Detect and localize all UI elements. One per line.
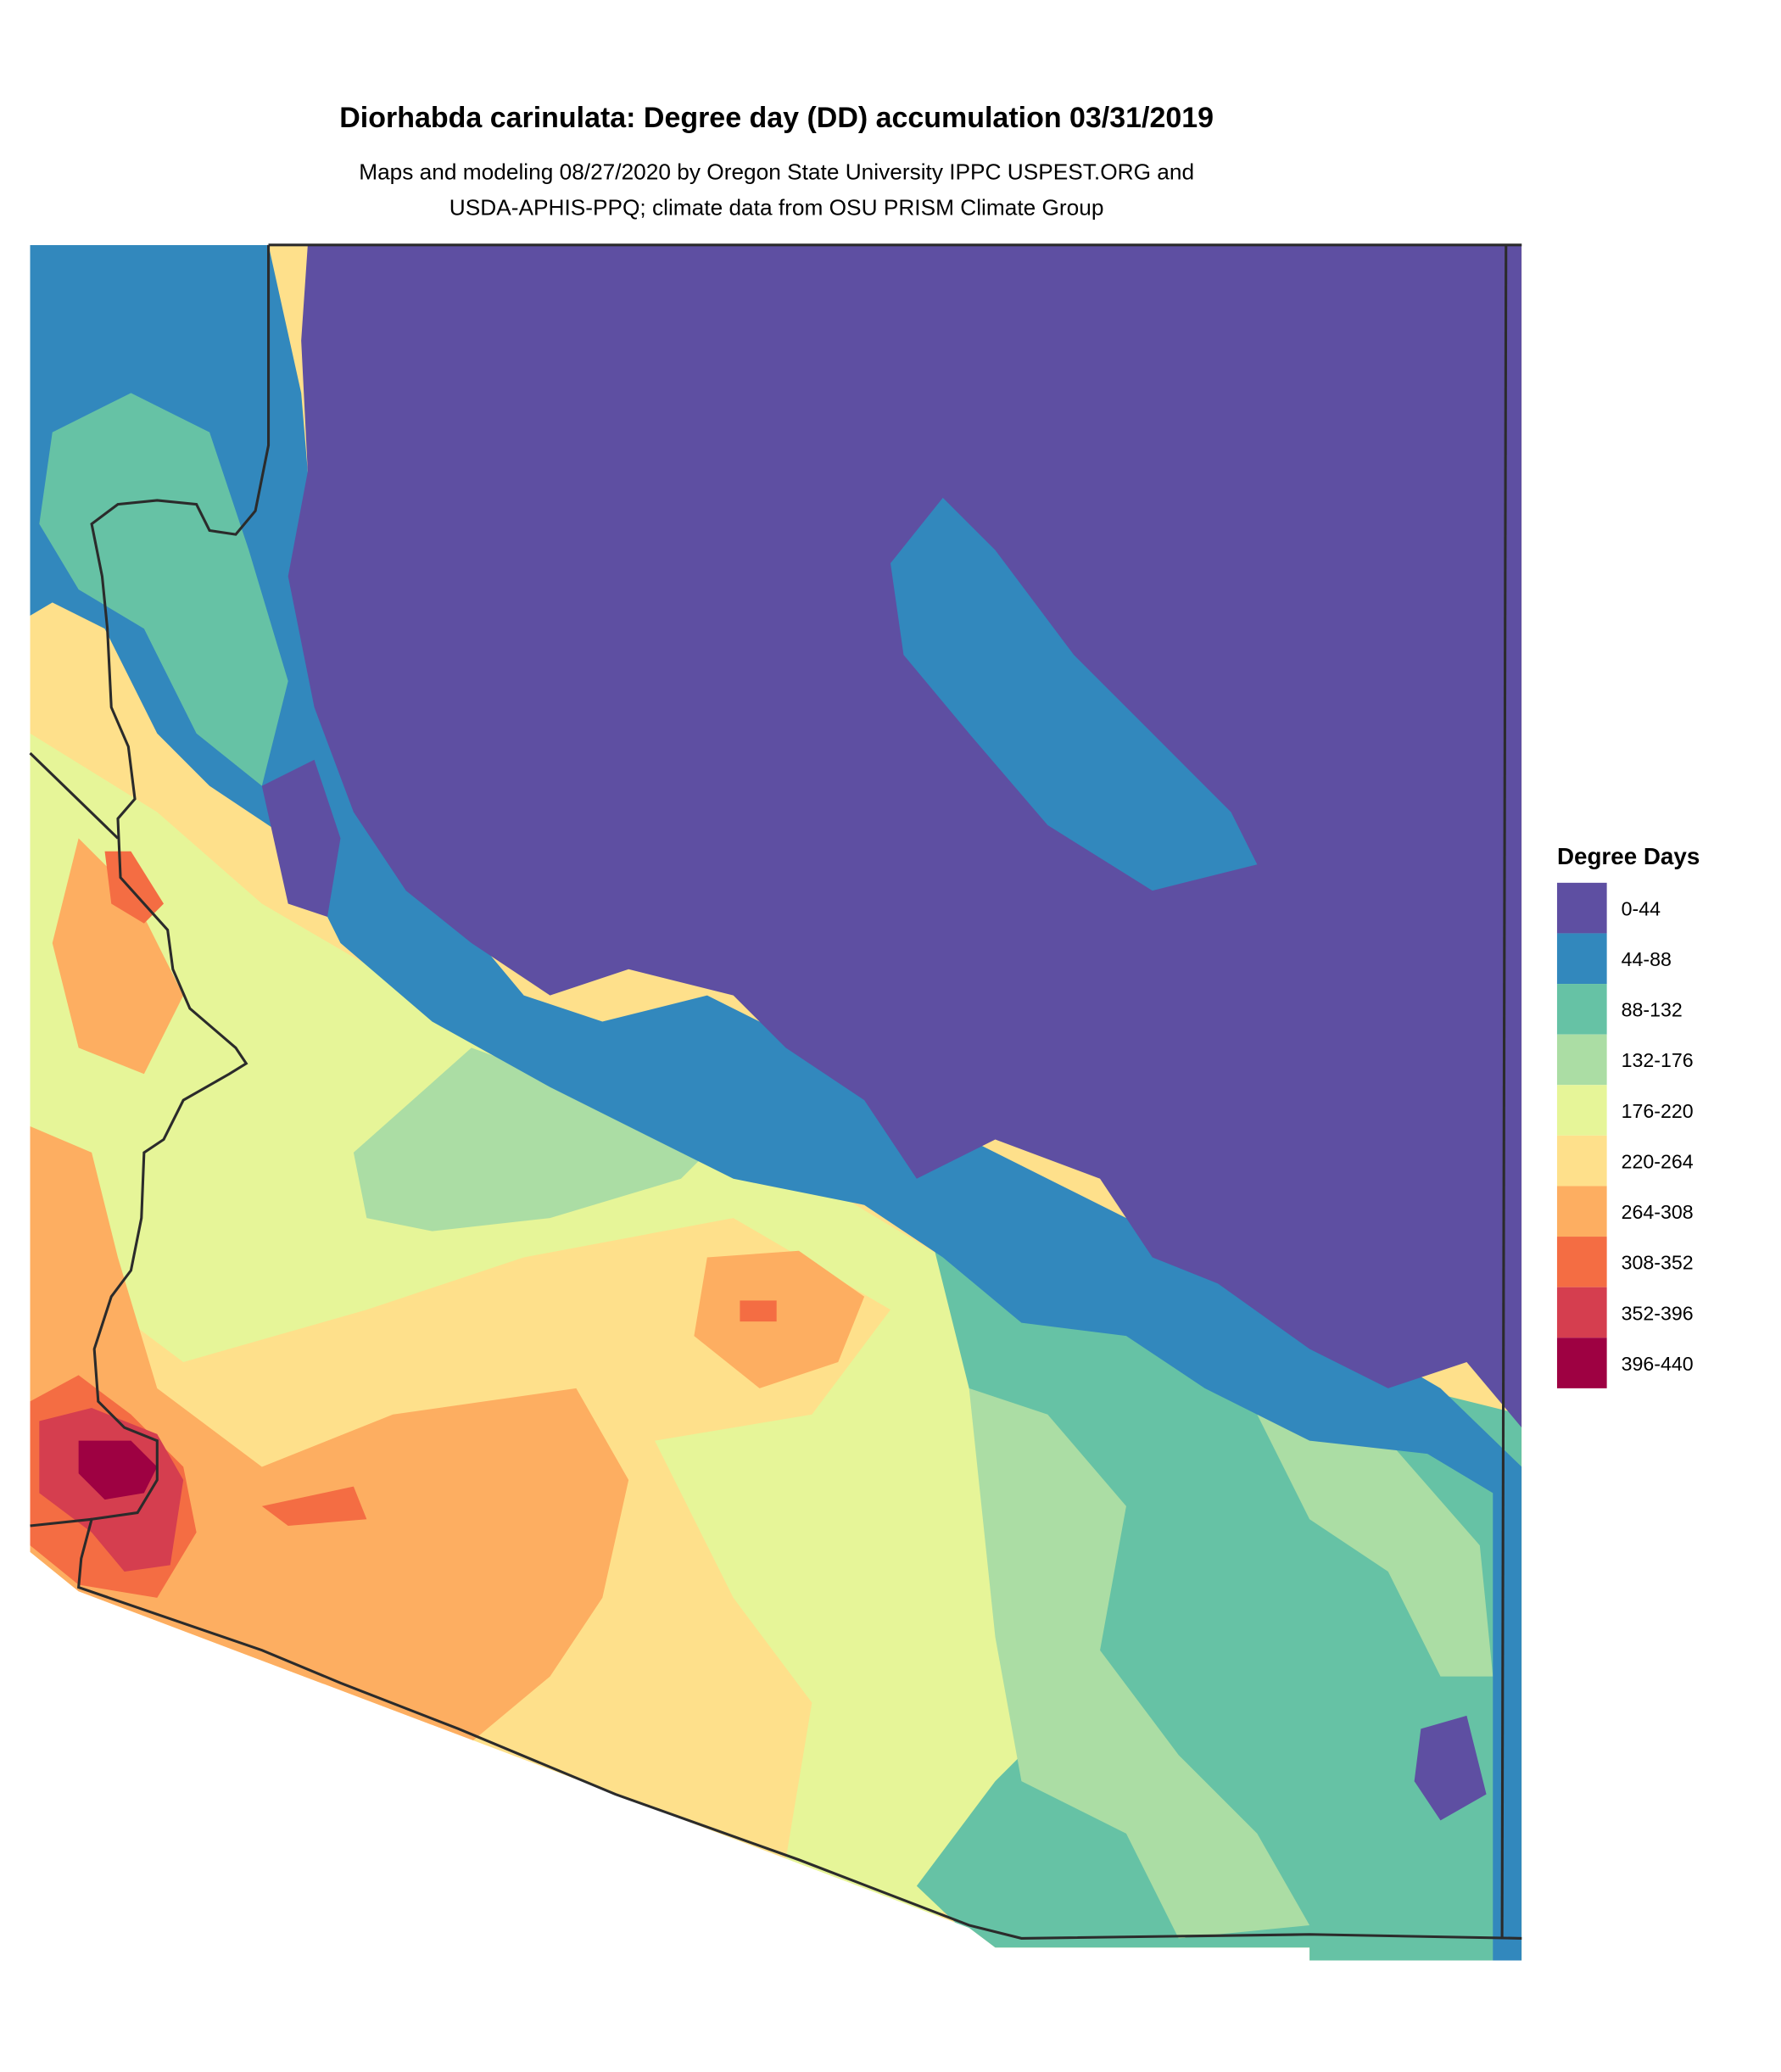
state-border-east [1500,244,1508,1939]
legend-label: 0-44 [1622,897,1661,919]
zone-132-176-se [969,1388,1310,1939]
legend-label: 308-352 [1622,1252,1694,1274]
mexico-ca-border [30,1517,92,1527]
zone-0-44-se-patch [1414,1715,1487,1821]
legend-swatch [1556,1034,1607,1086]
map-subtitle-line1: Maps and modeling 08/27/2020 by Oregon S… [359,159,1194,185]
zone-0-44-west [261,759,341,917]
legend-swatch [1556,1338,1607,1388]
legend-label: 220-264 [1622,1150,1694,1172]
legend-label: 176-220 [1622,1100,1694,1122]
legend-label: 132-176 [1622,1049,1694,1071]
legend-title: Degree Days [1557,843,1700,869]
legend-swatch [1556,1237,1607,1287]
legend-label: 396-440 [1622,1353,1694,1375]
legend-swatch [1556,1085,1607,1136]
legend-swatch [1556,1135,1607,1187]
zone-0-44 [288,244,1522,1428]
zone-264-308-southwest [30,1126,629,1742]
zone-132-176-east [1257,1414,1493,1677]
legend-swatch [1556,1287,1607,1338]
zone-44-88 [30,244,1522,1961]
map-title: Diorhabda carinulata: Degree day (DD) ac… [339,102,1214,134]
state-border-arizona [76,244,1522,1940]
zone-132-176 [353,1047,734,1231]
zone-88-132-northwest [39,393,288,786]
nevada-ca-border [29,751,120,840]
legend-swatch [1556,882,1607,934]
raster-map [30,244,1522,1961]
legend-label: 44-88 [1622,948,1672,970]
legend-swatch [1556,1186,1607,1237]
zone-44-88-inner [890,497,1258,891]
map-subtitle-line2: USDA-APHIS-PPQ; climate data from OSU PR… [449,194,1104,220]
zone-396-440 [78,1440,158,1500]
zone-308-352-central [740,1300,777,1322]
zone-264-308-central [694,1250,865,1388]
legend-label: 352-396 [1622,1302,1694,1324]
zone-308-352-south [261,1486,367,1526]
legend-label: 88-132 [1622,999,1683,1021]
boundary-lines [29,243,1522,1940]
legend-label: 264-308 [1622,1201,1694,1223]
zone-176-220 [30,733,1126,1939]
legend: Degree Days 0-44 44-88 88-132 132-176 176-22… [1556,843,1700,1388]
legend-swatch [1556,933,1607,985]
zone-264-308-west [52,838,184,1075]
legend-swatch [1556,984,1607,1035]
